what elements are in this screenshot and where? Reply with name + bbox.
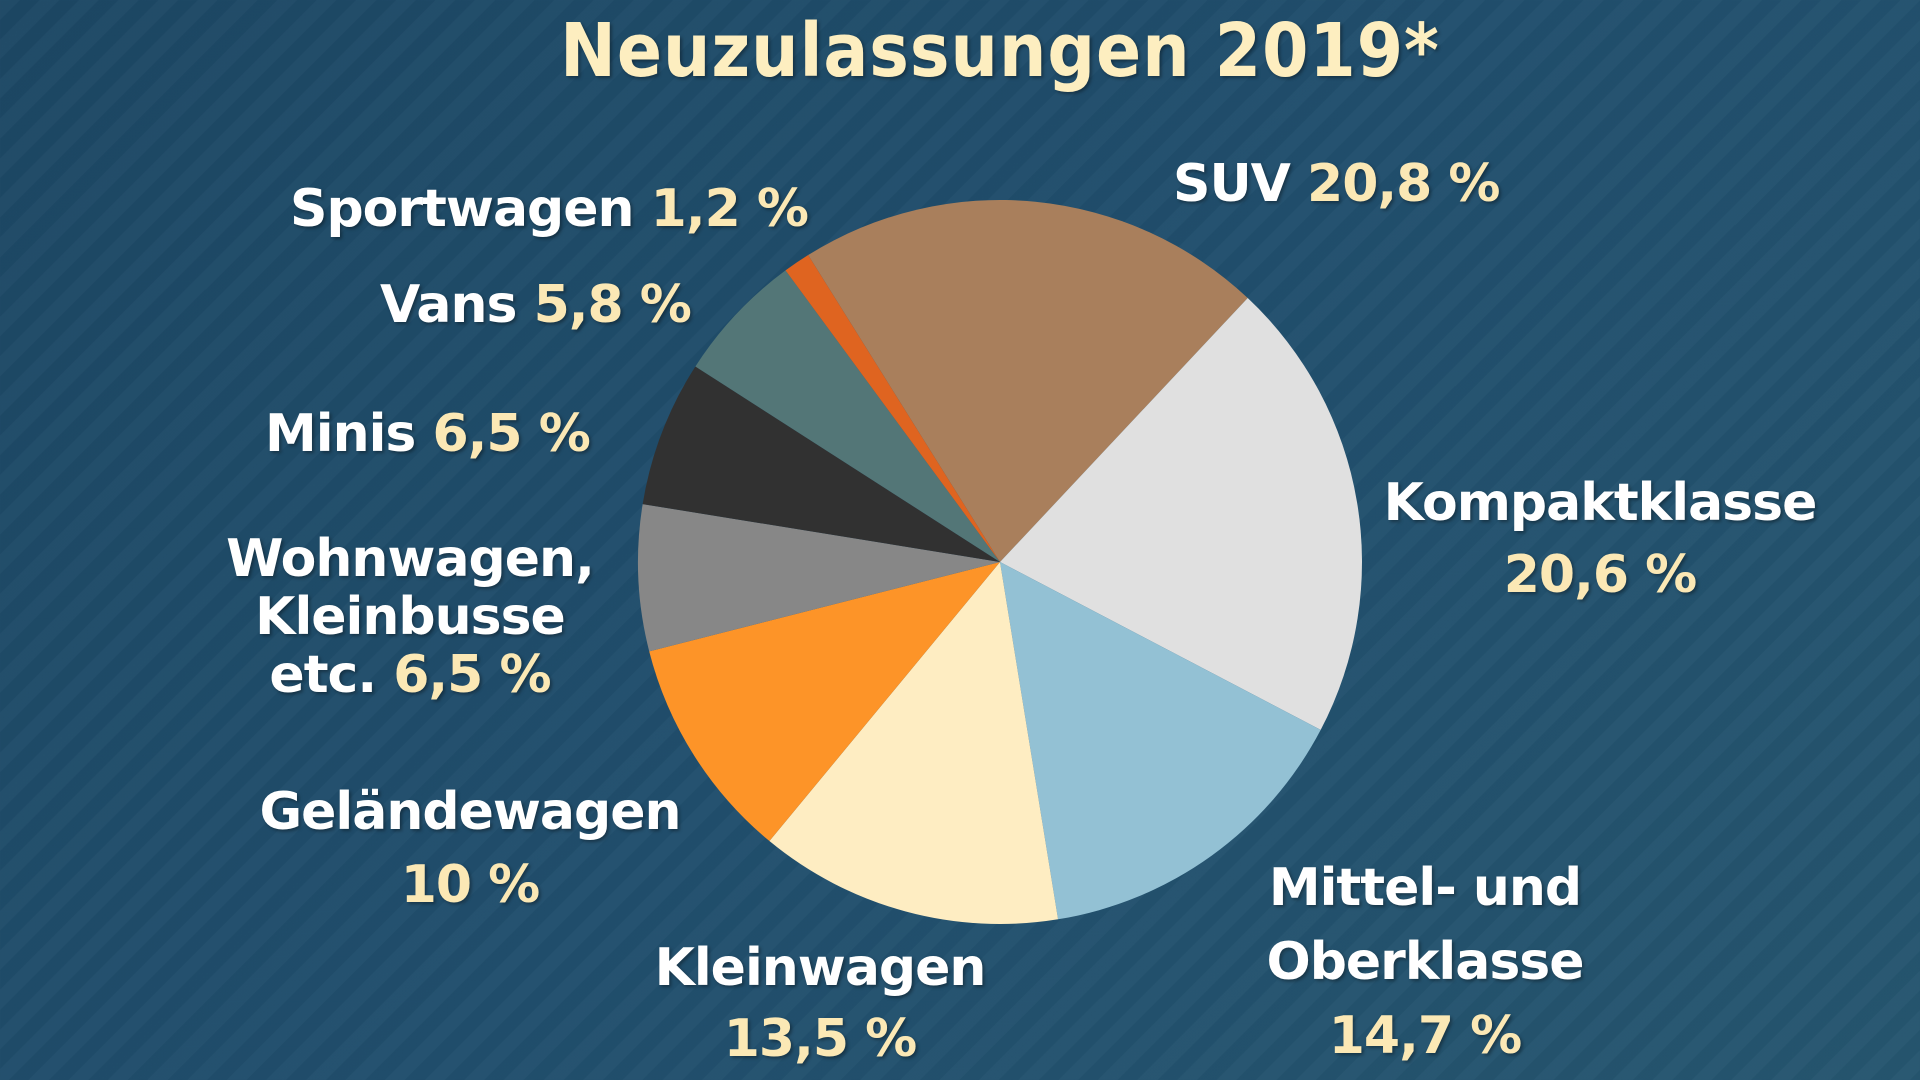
- pie-slice-suv: [808, 200, 1248, 562]
- label-wohn: Wohnwagen, Kleinbusse etc. 6,5 %: [220, 530, 600, 705]
- label-vans: Vans 5,8 %: [380, 274, 692, 337]
- pie-slice-minis: [642, 366, 1000, 562]
- label-mittel-line2: Oberklasse: [1266, 931, 1584, 992]
- label-klein: Kleinwagen 13,5 %: [620, 933, 1020, 1074]
- label-wohn-value: 6,5 %: [393, 645, 551, 706]
- label-wohn-line1: Wohnwagen,: [226, 529, 595, 589]
- label-suv-name: SUV: [1173, 154, 1291, 214]
- pie-slice-vans: [695, 270, 1000, 562]
- label-kompakt-value: 20,6 %: [1503, 544, 1698, 605]
- chart-title: Neuzulassungen 2019*: [560, 8, 1440, 94]
- pie-slice-klein: [769, 562, 1059, 924]
- label-suv-value: 20,8 %: [1307, 154, 1501, 214]
- label-gelaende-value: 10 %: [400, 854, 541, 915]
- label-mittel-line1: Mittel- und: [1268, 858, 1582, 918]
- label-sport-name: Sportwagen: [290, 179, 635, 239]
- label-minis: Minis 6,5 %: [265, 403, 591, 466]
- label-sport: Sportwagen 1,2 %: [290, 178, 809, 241]
- label-suv: SUV 20,8 %: [1173, 153, 1501, 216]
- label-minis-name: Minis: [265, 404, 416, 464]
- label-mittel-value: 14,7 %: [1328, 1005, 1523, 1066]
- label-minis-value: 6,5 %: [432, 404, 590, 464]
- label-wohn-line3: etc.: [269, 645, 377, 706]
- label-sport-value: 1,2 %: [650, 179, 809, 239]
- pie-slice-mittel: [1000, 562, 1321, 920]
- pie-slice-kompakt: [1000, 298, 1362, 730]
- label-gelaende-name: Geländewagen: [259, 782, 681, 842]
- label-gelaende: Geländewagen 10 %: [250, 776, 690, 922]
- label-kompakt: Kompaktklasse 20,6 %: [1370, 468, 1830, 612]
- pie-slice-wohn: [637, 504, 1000, 652]
- label-mittel: Mittel- und Oberklasse 14,7 %: [1240, 852, 1610, 1073]
- label-klein-name: Kleinwagen: [654, 938, 987, 998]
- label-vans-value: 5,8 %: [533, 275, 692, 335]
- pie-slice-sport: [785, 255, 1000, 562]
- label-kompakt-name: Kompaktklasse: [1383, 473, 1818, 533]
- label-vans-name: Vans: [380, 275, 517, 335]
- pie-slice-gelaende: [649, 562, 1000, 842]
- label-klein-value: 13,5 %: [723, 1008, 918, 1069]
- label-wohn-line2: Kleinbusse: [255, 587, 566, 648]
